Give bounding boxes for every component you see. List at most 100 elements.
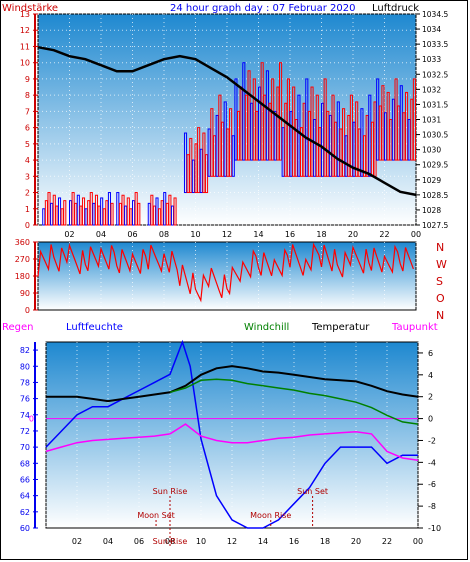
y-left-tick-label: 74 — [20, 411, 30, 420]
wind-bar — [74, 202, 78, 226]
wind-bar — [231, 135, 235, 177]
y-left-tick-label: 7 — [25, 107, 30, 116]
wind-bar — [129, 208, 133, 226]
wind-bar — [402, 112, 406, 161]
wind-bar — [363, 135, 367, 177]
y-right-tick-label: 1029.5 — [422, 161, 448, 170]
x-tick-label: 10 — [196, 537, 206, 546]
wind-bar — [410, 98, 414, 161]
x-tick-label: 02 — [72, 537, 82, 546]
wind-bar — [357, 128, 361, 177]
plot-area — [37, 241, 417, 311]
wind-bar — [234, 78, 238, 161]
y-left-tick-label: 1 — [25, 205, 30, 214]
wind-bar — [170, 205, 175, 226]
y-right-tick-label: 1031.5 — [422, 100, 448, 109]
wind-bar — [313, 119, 317, 177]
y-left-tick-label: 13 — [20, 10, 30, 19]
y-left-tick-label: 78 — [20, 378, 30, 387]
wind-direction-line — [37, 242, 414, 303]
wind-bar — [199, 148, 203, 194]
annotation-label: Sun Rise — [153, 487, 188, 496]
wind-bar — [121, 194, 125, 226]
y-left-tick-label: 80 — [20, 362, 30, 371]
wind-bar — [273, 110, 277, 161]
series-line-taupunkt — [45, 423, 419, 461]
y-right-tick-label: -8 — [428, 502, 436, 511]
wind-bar — [242, 62, 246, 161]
y-right-tick-label: -6 — [428, 480, 436, 489]
x-tick-label: 00 — [411, 230, 421, 239]
y-left-tick-label: 68 — [20, 459, 30, 468]
wind-bar — [292, 86, 296, 177]
wind-bar — [355, 101, 359, 177]
x-tick-label: 12 — [222, 230, 232, 239]
wind-bar — [268, 102, 272, 161]
wind-bar — [294, 119, 298, 177]
wind-bar — [92, 202, 96, 226]
wind-bar — [376, 78, 380, 161]
x-tick-label: 10 — [190, 230, 200, 239]
y-tick-label: 0 — [25, 306, 30, 315]
x-tick-label: 04 — [96, 230, 106, 239]
wind-bar — [100, 197, 104, 226]
x-tick-label: 02 — [64, 230, 74, 239]
wind-bar — [334, 121, 338, 177]
y-tick-label: 270 — [15, 255, 30, 264]
wind-bar — [276, 86, 280, 161]
x-tick-label: 04 — [103, 537, 113, 546]
y-tick-label: 360 — [15, 238, 30, 247]
wind-bar — [126, 197, 130, 226]
wind-bar — [263, 94, 267, 161]
y-left-tick-label: 0 — [25, 221, 30, 230]
wind-bar — [55, 205, 59, 226]
annotation-label: Sun Set — [297, 487, 328, 496]
y-right-tick-label: 1034.5 — [422, 10, 448, 19]
annotation-label: Moon Rise — [250, 511, 291, 520]
series-line-luftfeuchte — [45, 339, 418, 529]
wind-bar — [321, 102, 325, 177]
wind-bar — [168, 194, 172, 226]
wind-pressure-panel: 0123456789101112131027.510281028.5102910… — [20, 10, 449, 239]
wind-bar — [300, 127, 304, 177]
wind-bar — [310, 86, 314, 177]
y-left-tick-label: 8 — [25, 91, 30, 100]
y-left-tick-label: 66 — [20, 475, 30, 484]
wind-bar — [71, 192, 75, 226]
wind-bar — [69, 200, 73, 226]
right-axis-title: Luftdruck — [372, 3, 419, 14]
y-right-tick-label: 1028 — [422, 206, 441, 215]
left-axis-title: Windstärke — [2, 3, 58, 14]
compass-label: S — [436, 275, 443, 288]
wind-bar — [150, 194, 154, 226]
wind-bar — [102, 208, 106, 226]
series-line-temperatur — [46, 365, 419, 403]
y-left-tick-label: 76 — [20, 395, 30, 404]
wind-bar — [207, 128, 211, 177]
wind-bar — [97, 205, 101, 226]
x-tick-label: 20 — [351, 537, 361, 546]
wind-bar — [226, 128, 230, 177]
wind-bar — [158, 208, 162, 226]
wind-bar — [258, 86, 262, 161]
wind-bar — [339, 128, 343, 177]
wind-bar — [81, 197, 86, 226]
x-tick-label: 22 — [379, 230, 389, 239]
y-right-tick-label: 1033 — [422, 55, 441, 64]
y-right-tick-label: 1032.5 — [422, 70, 448, 79]
wind-bar — [389, 119, 393, 161]
y-right-tick-label: 1032 — [422, 85, 441, 94]
wind-bar — [50, 202, 54, 226]
wind-bar — [79, 205, 83, 226]
wind-bar — [342, 108, 346, 177]
wind-bar — [87, 200, 91, 226]
wind-bar — [305, 78, 309, 177]
x-tick-label: 16 — [285, 230, 295, 239]
wind-bar — [349, 94, 353, 177]
wind-bar — [302, 102, 306, 177]
wind-bar — [289, 110, 293, 177]
